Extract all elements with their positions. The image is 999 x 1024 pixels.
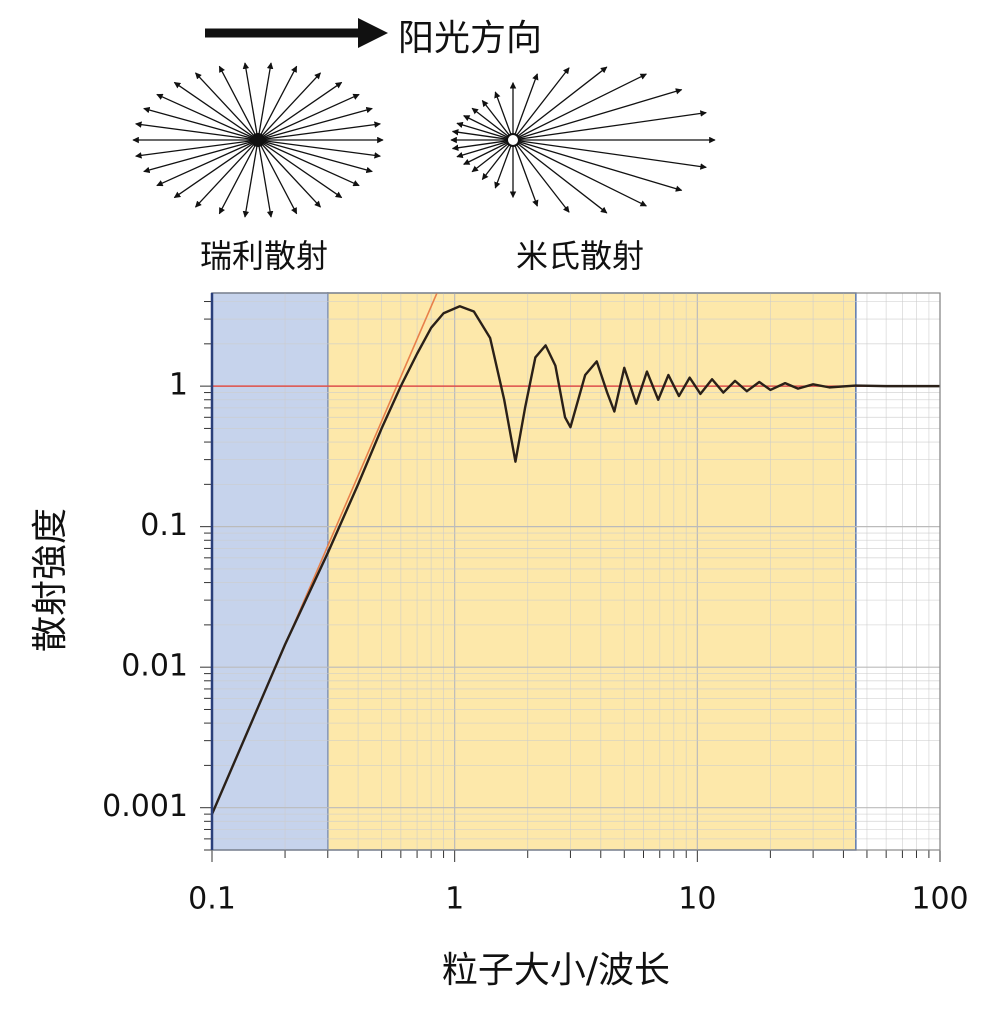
scatter-ray [218,139,259,215]
x-tick-label: 1 [445,882,464,917]
scatter-ray [257,139,274,218]
x-tick-label: 100 [911,882,968,917]
scatter-ray [512,139,539,207]
scatter-ray [512,139,707,170]
scatter-ray [218,65,259,141]
series-line [212,305,940,815]
scatter-ray [512,139,683,192]
y-axis-label: 散射強度 [30,508,71,652]
scatter-ray [512,139,570,213]
scatter-ray [173,81,259,141]
scatter-ray [135,121,259,141]
scatter-ray [456,139,514,159]
region [211,292,329,851]
scatter-ray [481,139,514,181]
scatter-ray [456,121,514,141]
scatter-ray [471,107,514,141]
scatter-ray [512,67,570,141]
scatter-ray [494,139,514,189]
scatter-ray [494,91,514,141]
scatter-ray [463,139,514,165]
scatter-ray [257,139,343,199]
scatter-ray [512,88,683,141]
y-tick-label: 0.1 [140,508,188,543]
particle [251,133,265,147]
direction-label: 阳光方向 [398,18,542,59]
scatter-ray [471,139,514,173]
scatter-ray [257,93,360,141]
scatter-ray [451,139,514,151]
scatter-ray [156,139,259,187]
scatter-ray [512,110,707,141]
scatter-ray [143,106,259,141]
sun-arrow-head [358,18,388,48]
scatter-ray [451,129,514,141]
scatter-ray [512,73,647,141]
scatter-ray [257,121,381,141]
scatter-ray [463,115,514,141]
y-tick-label: 0.001 [102,789,188,824]
x-axis-label: 粒子大小/波长 [442,950,670,991]
scatter-ray [242,62,259,141]
y-tick-label: 0.01 [121,649,188,684]
scatter-ray [173,139,259,199]
scatter-ray [257,139,321,208]
region [327,292,857,851]
scatter-ray [143,139,259,174]
y-tick-label: 1 [169,368,188,403]
series-group [212,293,940,815]
mie-label: 米氏散射 [516,237,644,275]
rayleigh-label: 瑞利散射 [200,237,328,275]
scatter-ray [257,65,298,141]
scatter-ray [156,93,259,141]
x-tick-label: 0.1 [188,882,236,917]
scatter-ray [195,139,259,208]
scatter-ray [257,139,298,215]
particle [506,133,520,147]
scatter-ray [257,139,381,159]
scatter-ray [242,139,259,218]
scatter-ray [512,73,539,141]
scatter-ray [257,139,373,174]
x-tick-label: 10 [678,882,716,917]
scatter-ray [257,81,343,141]
scatter-ray [257,139,360,187]
scatter-ray [481,99,514,141]
scatter-ray [257,106,373,141]
scatter-ray [195,72,259,141]
scatter-ray [512,139,608,214]
scatter-ray [512,139,647,207]
scatter-ray [257,62,274,141]
scattering-diagram: 阳光方向 瑞利散射 米氏散射 [132,18,716,275]
scatter-ray [512,66,608,141]
scatter-ray [135,139,259,159]
scatter-ray [257,72,321,141]
